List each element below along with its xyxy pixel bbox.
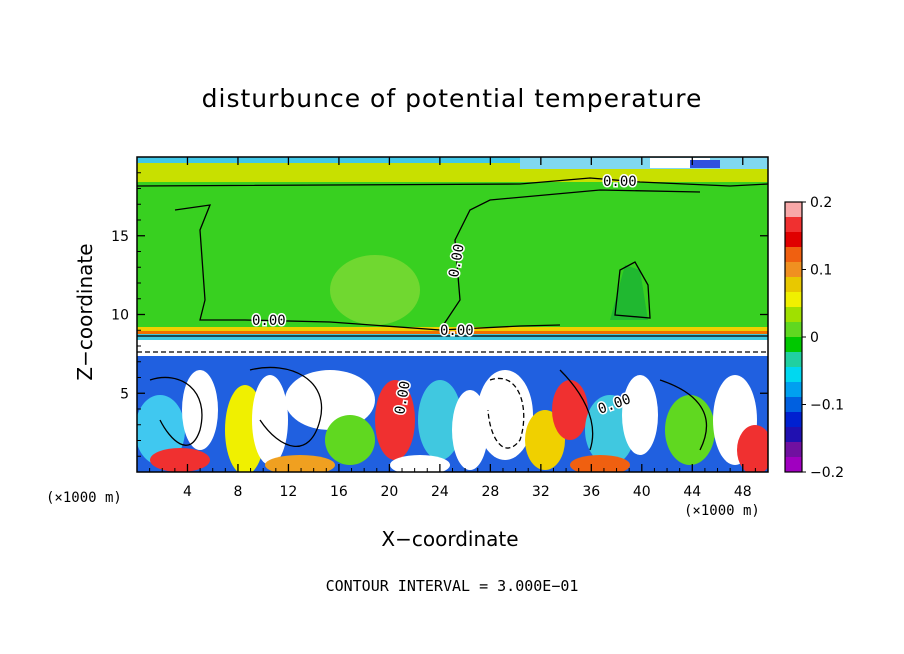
y-tick-label: 15 xyxy=(111,229,129,245)
colorbar-swatch xyxy=(785,232,802,248)
x-tick-label: 28 xyxy=(481,484,499,500)
x-tick-label: 40 xyxy=(633,484,651,500)
x-tick-label: 44 xyxy=(683,484,701,500)
x-tick-label: 36 xyxy=(582,484,600,500)
colorbar-swatch xyxy=(785,427,802,443)
contour-label: 0.00 xyxy=(252,313,286,329)
contour-interval-note: CONTOUR INTERVAL = 3.000E−01 xyxy=(325,577,579,595)
field-central-bump xyxy=(330,255,420,325)
x-unit-right: (×1000 m) xyxy=(684,503,760,519)
colorbar-swatch xyxy=(785,442,802,458)
colorbar-swatch xyxy=(785,412,802,428)
x-tick-label: 20 xyxy=(380,484,398,500)
colorbar-swatch xyxy=(785,217,802,233)
colorbar-tick-label: −0.2 xyxy=(810,465,844,481)
colorbar-swatch xyxy=(785,247,802,263)
y-axis-label: Z−coordinate xyxy=(73,243,97,381)
x-tick-label: 16 xyxy=(330,484,348,500)
x-unit-left: (×1000 m) xyxy=(46,490,122,506)
colorbar: 0.2 0.1 0 −0.1 −0.2 xyxy=(784,195,844,481)
colorbar-tick-label: 0 xyxy=(810,330,819,346)
y-tick-label: 5 xyxy=(120,386,129,402)
colorbar-swatch xyxy=(785,307,802,323)
x-axis-label: X−coordinate xyxy=(381,527,519,551)
y-tick-label: 10 xyxy=(111,308,129,324)
x-axis: 4 8 12 16 20 24 28 32 36 40 44 48 xyxy=(149,157,756,500)
contour-label: 0.00 xyxy=(440,323,474,339)
x-tick-label: 48 xyxy=(734,484,752,500)
field-lower-blobs xyxy=(137,370,768,472)
colorbar-tick-label: −0.1 xyxy=(810,398,844,414)
colorbar-swatch xyxy=(785,277,802,293)
colorbar-swatch xyxy=(785,322,802,338)
colorbar-tick-label: 0.1 xyxy=(810,263,832,279)
contour-label: 0.00 xyxy=(603,174,637,190)
colorbar-swatch xyxy=(785,292,802,308)
x-tick-label: 24 xyxy=(431,484,449,500)
colorbar-tick-label: 0.2 xyxy=(810,195,832,211)
contour-lines xyxy=(137,177,768,451)
colorbar-swatch xyxy=(785,457,802,473)
colorbar-swatch xyxy=(785,397,802,413)
colorbar-swatch xyxy=(785,382,802,398)
field-white-band xyxy=(137,340,768,356)
x-tick-label: 8 xyxy=(233,484,242,500)
colorbar-swatch xyxy=(785,367,802,383)
field-upper-green xyxy=(137,157,768,337)
y-axis: 5 10 15 xyxy=(111,172,768,457)
x-tick-label: 32 xyxy=(532,484,550,500)
colorbar-swatch xyxy=(785,337,802,353)
field-right-peak xyxy=(610,265,648,320)
x-tick-label: 12 xyxy=(280,484,298,500)
x-tick-label: 4 xyxy=(183,484,192,500)
field-mid-band xyxy=(137,327,768,334)
colorbar-swatch xyxy=(785,352,802,368)
colorbar-swatch xyxy=(785,262,802,278)
chart-title: disturbunce of potential temperature xyxy=(201,84,703,113)
colorbar-swatch xyxy=(785,202,802,218)
